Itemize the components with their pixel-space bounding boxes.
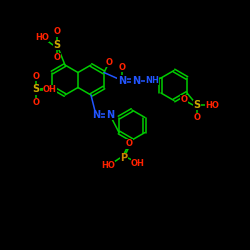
Text: O: O: [194, 114, 200, 122]
Text: HO: HO: [205, 100, 219, 110]
Text: O: O: [32, 72, 40, 81]
Text: N: N: [132, 76, 140, 86]
Text: N: N: [118, 76, 126, 86]
Text: P: P: [120, 153, 128, 163]
Text: OH: OH: [43, 85, 57, 94]
Text: O: O: [180, 96, 188, 104]
Text: N: N: [92, 110, 100, 120]
Text: O: O: [126, 140, 132, 148]
Text: O: O: [32, 98, 40, 107]
Text: S: S: [54, 40, 60, 50]
Text: O: O: [118, 63, 126, 72]
Text: NH: NH: [145, 76, 159, 85]
Text: O: O: [54, 54, 60, 62]
Text: O: O: [106, 58, 112, 67]
Text: HO: HO: [101, 162, 115, 170]
Text: O: O: [54, 28, 60, 36]
Text: S: S: [32, 84, 40, 94]
Text: OH: OH: [131, 158, 145, 168]
Text: N: N: [106, 110, 114, 120]
Text: HO: HO: [35, 32, 49, 42]
Text: S: S: [194, 100, 200, 110]
